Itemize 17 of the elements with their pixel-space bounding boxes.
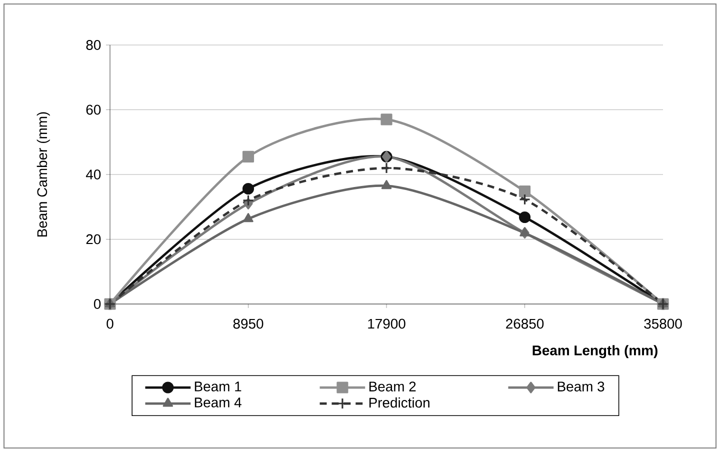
y-tick-label: 20 — [86, 234, 101, 244]
y-tick-label: 60 — [86, 104, 101, 115]
x-axis-title: Beam Length (mm) — [532, 345, 658, 358]
y-tick-label: 80 — [86, 40, 101, 50]
y-tick-label: 40 — [86, 170, 101, 180]
legend-label: Beam 3 — [558, 382, 604, 392]
legend-label: Beam 2 — [369, 382, 416, 392]
x-tick-label: 17900 — [368, 318, 406, 329]
x-tick-label: 8950 — [233, 318, 264, 329]
y-axis-title: Beam Camber (mm) — [36, 112, 50, 237]
x-tick-label: 35800 — [644, 318, 682, 329]
y-tick-label: 0 — [94, 299, 101, 309]
x-tick-label: 26850 — [506, 318, 544, 329]
x-tick-label: 0 — [106, 318, 114, 329]
legend-label: Beam 4 — [194, 398, 242, 408]
legend-label: Beam 1 — [194, 382, 242, 392]
legend-label: Prediction — [369, 397, 430, 408]
